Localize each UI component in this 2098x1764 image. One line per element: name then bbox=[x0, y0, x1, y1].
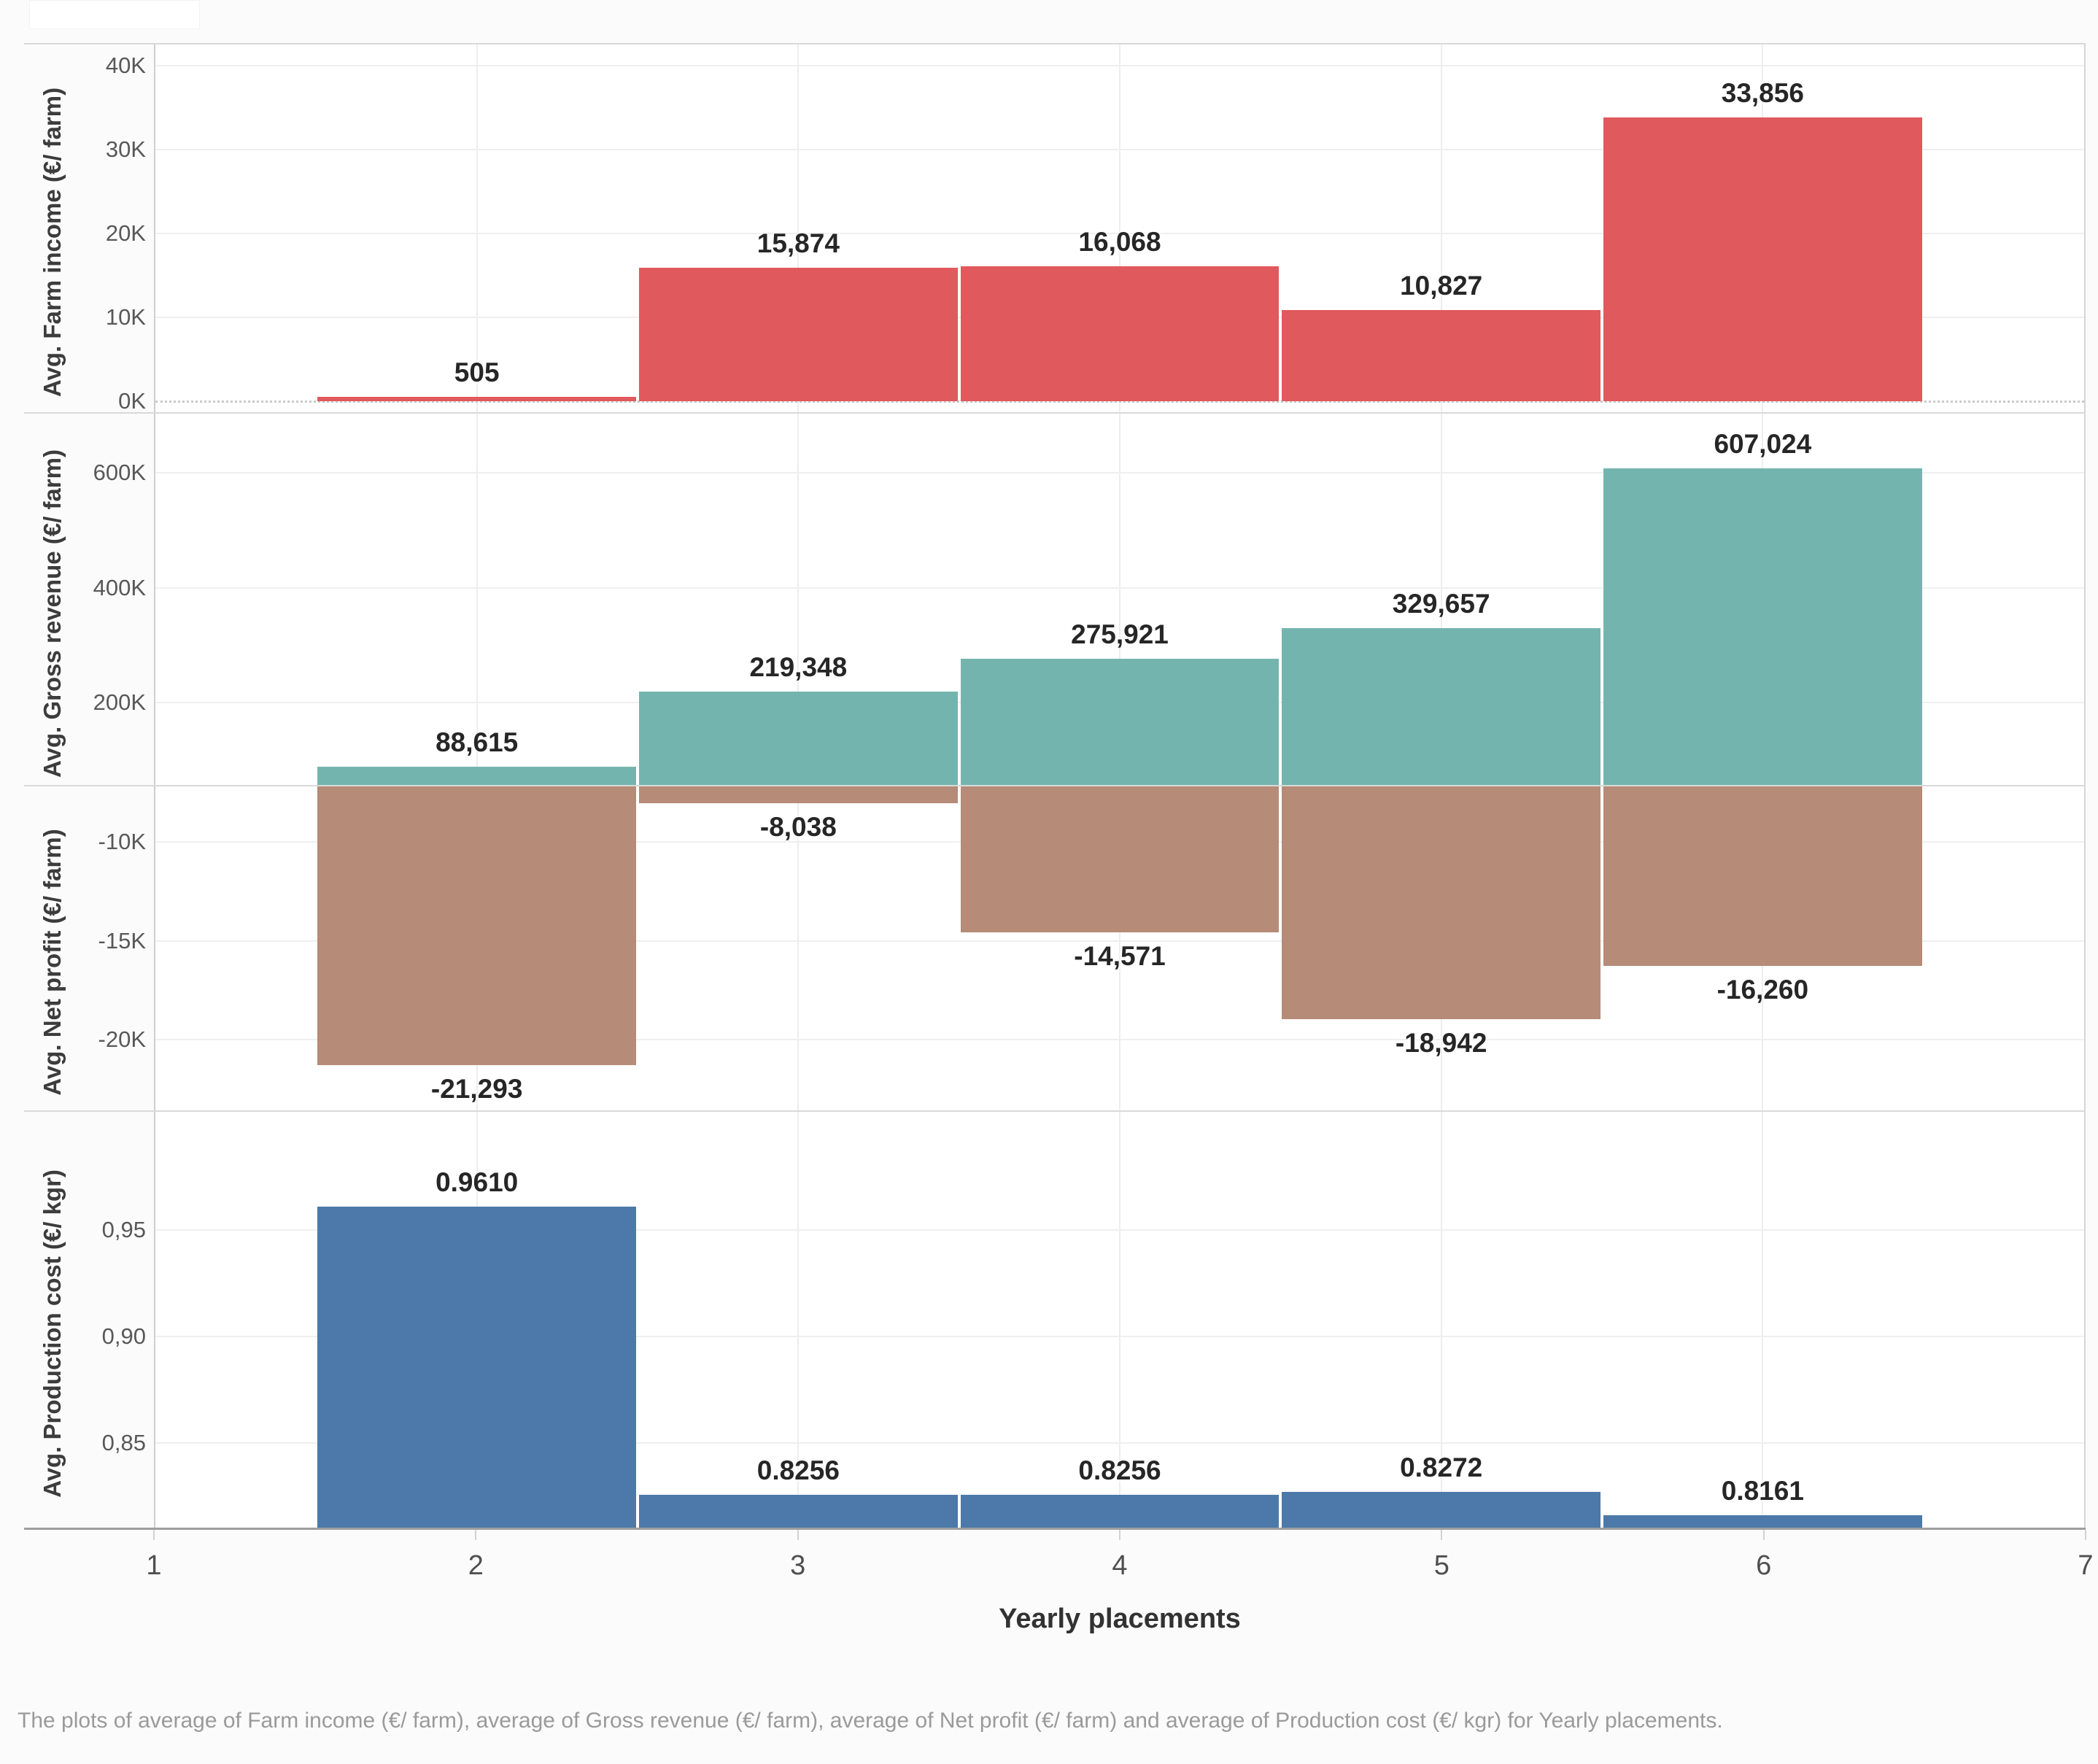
horizontal-gridline bbox=[155, 471, 2084, 473]
x-tick-label: 2 bbox=[468, 1550, 484, 1581]
x-tick-label: 4 bbox=[1112, 1550, 1128, 1581]
x-tick-mark bbox=[1762, 1530, 1765, 1540]
bar-gross-revenue-x5[interactable] bbox=[1282, 628, 1600, 786]
x-axis-title: Yearly placements bbox=[999, 1604, 1241, 1634]
bar-value-label: -14,571 bbox=[1074, 941, 1166, 972]
horizontal-gridline bbox=[155, 1229, 2084, 1231]
bar-gross-revenue-x3[interactable] bbox=[639, 692, 958, 786]
corner-highlight-box bbox=[29, 0, 200, 29]
bar-value-label: 33,856 bbox=[1721, 77, 1804, 108]
bar-production-cost-x4[interactable] bbox=[960, 1495, 1280, 1528]
y-tick-label: 200K bbox=[93, 689, 146, 716]
x-tick-mark bbox=[1119, 1530, 1120, 1540]
x-tick-mark bbox=[1441, 1530, 1443, 1540]
pane-production-cost: 0.9610 0.8256 0.8256 0.8272 0.8161 bbox=[155, 1111, 2084, 1528]
zero-gridline bbox=[155, 400, 2084, 403]
bar-gross-revenue-x4[interactable] bbox=[960, 659, 1280, 786]
bar-farm-income-x6[interactable] bbox=[1603, 117, 1922, 401]
y-tick-label: 10K bbox=[105, 303, 146, 330]
horizontal-gridline bbox=[155, 64, 2084, 66]
bar-net-profit-x6[interactable] bbox=[1603, 786, 1922, 966]
pane-gross-revenue: 88,615 219,348 275,921 329,657 607,024 bbox=[155, 413, 2084, 786]
bar-net-profit-x4[interactable] bbox=[960, 786, 1280, 933]
bar-value-label: 0.8272 bbox=[1400, 1452, 1483, 1482]
bar-production-cost-x2[interactable] bbox=[317, 1207, 636, 1528]
bar-net-profit-x3[interactable] bbox=[639, 786, 958, 803]
pane-farm-income: 505 15,874 16,068 10,827 33,856 bbox=[155, 44, 2084, 413]
y-tick-label: -15K bbox=[98, 927, 146, 953]
horizontal-gridline bbox=[155, 148, 2084, 150]
bar-net-profit-x2[interactable] bbox=[317, 786, 636, 1066]
y-tick-label: 600K bbox=[93, 459, 146, 485]
horizontal-gridline bbox=[155, 232, 2084, 234]
y-tick-label: 0,85 bbox=[101, 1430, 146, 1456]
bar-production-cost-x3[interactable] bbox=[639, 1495, 958, 1528]
pane-net-profit: -21,293 -8,038 -14,571 -18,942 -16,260 bbox=[155, 786, 2084, 1111]
pane-border bbox=[24, 785, 2086, 786]
bar-value-label: 275,921 bbox=[1071, 619, 1169, 650]
bar-value-label: 15,874 bbox=[756, 228, 840, 259]
y-tick-label: -10K bbox=[98, 829, 146, 855]
bar-value-label: -18,942 bbox=[1395, 1027, 1487, 1058]
y-tick-label: 20K bbox=[105, 220, 146, 246]
bar-gross-revenue-x2[interactable] bbox=[317, 767, 636, 786]
bar-value-label: 607,024 bbox=[1714, 429, 1812, 460]
bar-value-label: 219,348 bbox=[749, 652, 848, 683]
bar-value-label: 0.9610 bbox=[436, 1167, 519, 1198]
x-tick-mark bbox=[797, 1530, 799, 1540]
x-axis-line bbox=[24, 1528, 2086, 1530]
bar-net-profit-x5[interactable] bbox=[1282, 786, 1600, 1019]
y-tick-label: 40K bbox=[105, 52, 146, 78]
pane-border bbox=[24, 1110, 2086, 1112]
x-tick-label: 1 bbox=[146, 1550, 162, 1581]
bar-production-cost-x5[interactable] bbox=[1282, 1491, 1600, 1528]
y-tick-label: 0,90 bbox=[101, 1323, 146, 1350]
bar-production-cost-x6[interactable] bbox=[1603, 1515, 1922, 1528]
bar-value-label: 0.8256 bbox=[756, 1455, 840, 1486]
bar-value-label: -16,260 bbox=[1716, 974, 1809, 1005]
bar-value-label: 16,068 bbox=[1078, 227, 1161, 258]
horizontal-gridline bbox=[155, 1442, 2084, 1444]
bar-value-label: 88,615 bbox=[436, 727, 519, 758]
bar-farm-income-x4[interactable] bbox=[960, 266, 1280, 401]
x-tick-label: 6 bbox=[1756, 1550, 1772, 1581]
chart-caption: The plots of average of Farm income (€/ … bbox=[18, 1709, 1723, 1733]
pane-border bbox=[24, 43, 2086, 45]
bar-value-label: 505 bbox=[454, 357, 500, 388]
bar-value-label: 0.8256 bbox=[1078, 1455, 1161, 1486]
bar-value-label: -8,038 bbox=[759, 811, 837, 842]
y-tick-label: 0,95 bbox=[101, 1217, 146, 1243]
bar-farm-income-x5[interactable] bbox=[1282, 310, 1600, 401]
bar-farm-income-x2[interactable] bbox=[317, 397, 636, 401]
horizontal-gridline bbox=[155, 587, 2084, 589]
x-tick-label: 5 bbox=[1433, 1550, 1449, 1581]
y-tick-label: 400K bbox=[93, 574, 146, 600]
x-tick-label: 7 bbox=[2078, 1550, 2094, 1581]
bar-value-label: -21,293 bbox=[430, 1074, 523, 1105]
horizontal-gridline bbox=[155, 1039, 2084, 1041]
bar-gross-revenue-x6[interactable] bbox=[1603, 468, 1922, 786]
y-tick-label: 30K bbox=[105, 136, 146, 162]
y-tick-label: -20K bbox=[98, 1026, 146, 1053]
bar-value-label: 10,827 bbox=[1400, 271, 1483, 301]
bar-value-label: 0.8161 bbox=[1721, 1476, 1804, 1506]
pane-border bbox=[24, 412, 2086, 414]
horizontal-gridline bbox=[155, 1336, 2084, 1338]
x-tick-mark bbox=[2085, 1530, 2086, 1540]
x-tick-mark bbox=[475, 1530, 477, 1540]
bar-farm-income-x3[interactable] bbox=[639, 268, 958, 401]
bar-value-label: 329,657 bbox=[1392, 589, 1490, 619]
y-tick-label: 0K bbox=[118, 387, 146, 414]
x-tick-label: 3 bbox=[790, 1550, 806, 1581]
horizontal-gridline bbox=[155, 940, 2084, 942]
x-tick-mark bbox=[153, 1530, 155, 1540]
